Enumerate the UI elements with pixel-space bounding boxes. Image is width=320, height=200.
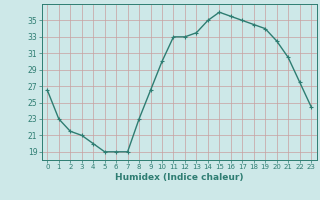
X-axis label: Humidex (Indice chaleur): Humidex (Indice chaleur) — [115, 173, 244, 182]
